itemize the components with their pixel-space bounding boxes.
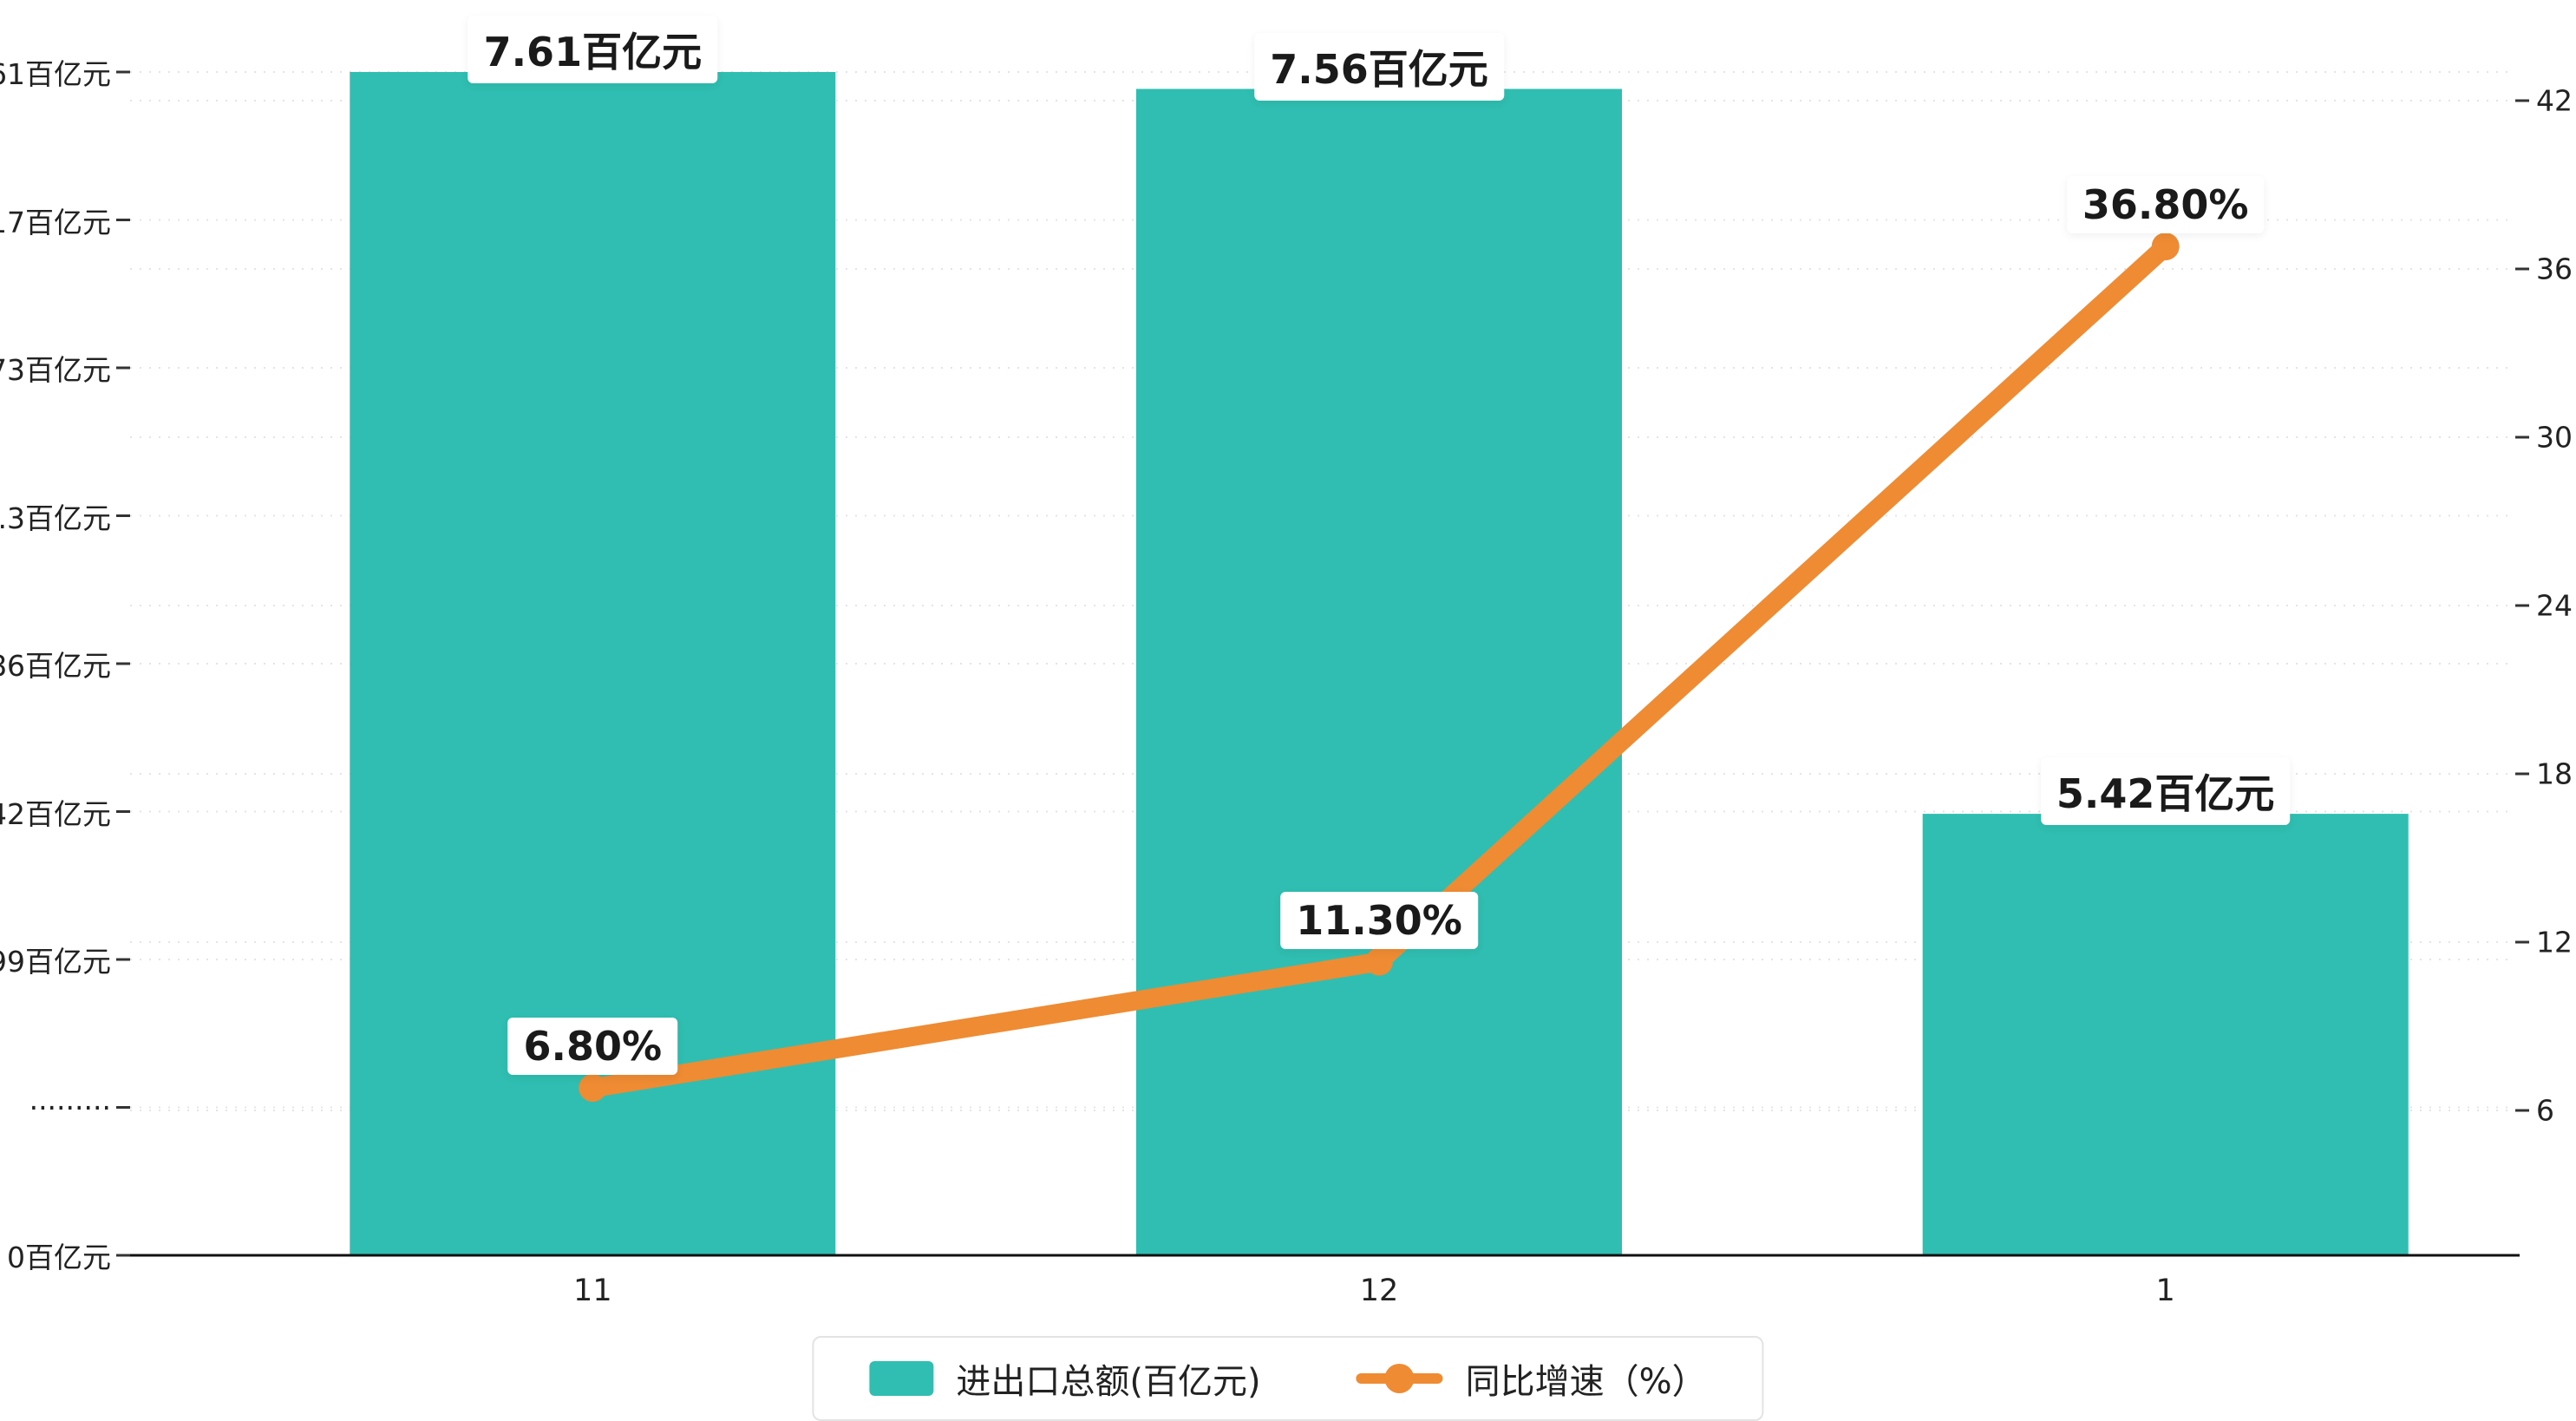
line-series-marker-icon bbox=[1356, 1361, 1443, 1396]
bar-12[interactable] bbox=[1136, 88, 1622, 1256]
growth-point-12[interactable] bbox=[1365, 947, 1393, 976]
bar-1[interactable] bbox=[1922, 814, 2409, 1255]
legend: 进出口总额(百亿元) 同比增速（%） bbox=[812, 1336, 1764, 1421]
legend-item-line-series[interactable]: 同比增速（%） bbox=[1356, 1353, 1707, 1404]
legend-bar-label: 进出口总额(百亿元) bbox=[956, 1362, 1261, 1402]
growth-point-11[interactable] bbox=[579, 1074, 607, 1103]
legend-item-bar-series[interactable]: 进出口总额(百亿元) bbox=[869, 1353, 1261, 1404]
growth-point-1[interactable] bbox=[2151, 232, 2180, 261]
legend-line-label: 同比增速（%） bbox=[1465, 1362, 1707, 1402]
bar-series-swatch-icon bbox=[869, 1361, 934, 1396]
